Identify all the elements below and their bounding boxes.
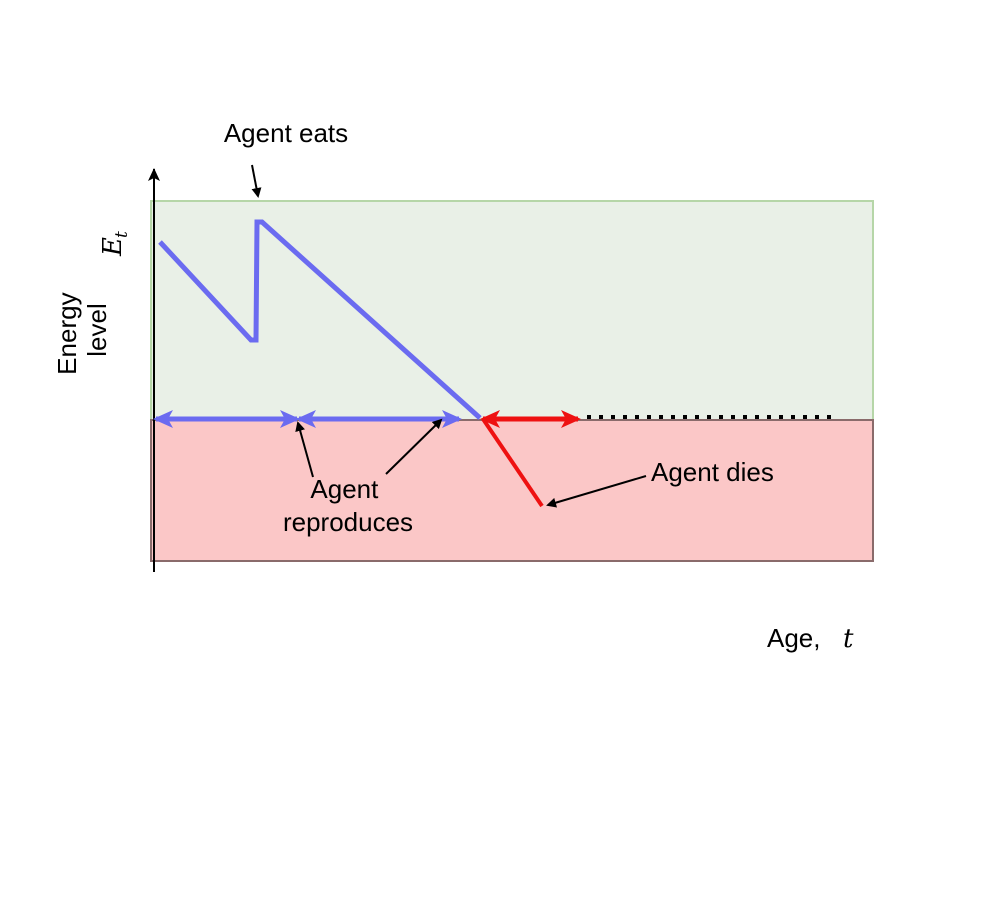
agent-dies-pointer xyxy=(546,475,647,508)
x-axis-label: Age, xyxy=(767,623,821,653)
agent-eats-label: Agent eats xyxy=(224,118,348,148)
y-symbol-main: E xyxy=(98,237,128,257)
y-axis-label: Energy level xyxy=(52,285,112,375)
y-symbol-sub: t xyxy=(112,231,132,238)
energy-trace xyxy=(158,219,482,420)
agent-reproduces-pointer-1 xyxy=(295,421,314,478)
agent-reproduces-line2: reproduces xyxy=(283,507,413,537)
y-axis-label-line1: Energy xyxy=(52,292,82,374)
agent-dies-label: Agent dies xyxy=(651,457,774,487)
agent-eats-pointer xyxy=(251,164,262,198)
y-axis-symbol: E t xyxy=(98,231,132,257)
y-axis-label-line2: level xyxy=(82,303,112,356)
x-axis-symbol: t xyxy=(843,624,854,654)
agent-reproduces-line1: Agent xyxy=(310,474,379,504)
agent-reproduces-label: Agent reproduces xyxy=(283,474,413,537)
alive-region xyxy=(150,200,874,421)
agent-reproduces-pointer-2 xyxy=(385,418,443,475)
death-trace xyxy=(481,417,544,508)
dead-region xyxy=(150,419,874,562)
